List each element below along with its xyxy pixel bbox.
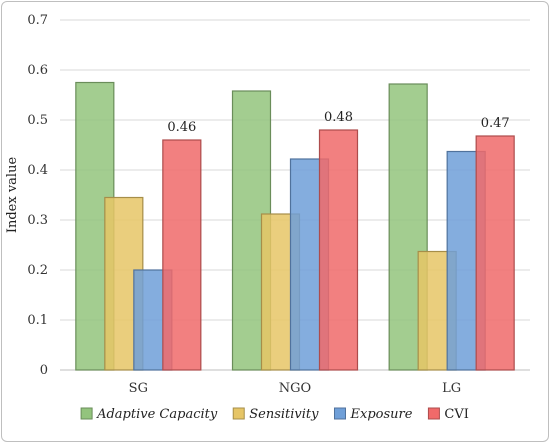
legend-label: Sensitivity [249, 407, 319, 422]
x-tick-label: SG [129, 381, 148, 396]
legend-item: Adaptive Capacity [80, 407, 218, 422]
y-tick-label: 0.4 [27, 163, 48, 178]
legend-label: Adaptive Capacity [96, 407, 218, 422]
y-tick-label: 0.7 [27, 13, 48, 28]
legend-item: Exposure [333, 407, 413, 422]
y-tick-label: 0.1 [27, 313, 48, 328]
bar-cvi-lg [475, 135, 515, 371]
x-tick-label: LG [442, 381, 461, 396]
legend-label: CVI [444, 407, 468, 422]
y-tick-label: 0.3 [27, 213, 48, 228]
y-axis-label: Index value [5, 157, 20, 234]
data-label: 0.47 [481, 116, 510, 131]
legend-item: CVI [427, 407, 469, 422]
y-tick-label: 0.6 [27, 63, 48, 78]
legend-swatch [232, 407, 245, 420]
y-tick-label: 0.5 [27, 113, 48, 128]
y-tick-label: 0.2 [27, 263, 48, 278]
data-label: 0.46 [167, 120, 196, 135]
y-tick-label: 0 [40, 363, 48, 378]
data-label: 0.48 [324, 110, 353, 125]
x-tick-label: NGO [279, 381, 311, 396]
legend-swatch [333, 407, 346, 420]
bar-cvi-ngo [318, 129, 359, 371]
bar-cvi-sg [162, 139, 202, 371]
legend-swatch [427, 407, 440, 420]
legend-label: Exposure [349, 407, 412, 422]
legend-item: Sensitivity [232, 407, 319, 422]
legend-swatch [80, 407, 93, 420]
